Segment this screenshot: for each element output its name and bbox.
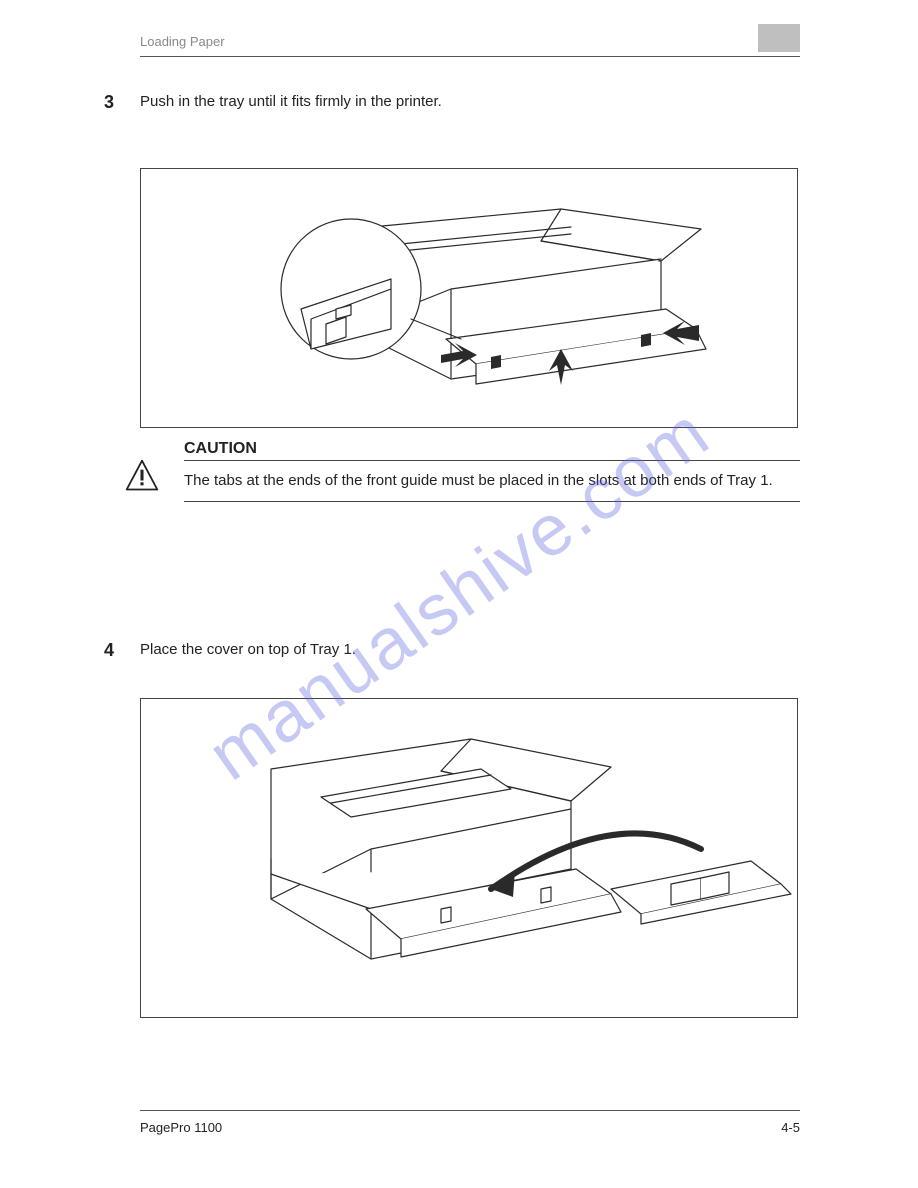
footer-rule: [140, 1110, 800, 1111]
warning-icon: [124, 458, 160, 494]
step-3: 3 Push in the tray until it fits firmly …: [140, 92, 800, 112]
step-number: 4: [104, 640, 114, 661]
header-rule: [140, 56, 800, 57]
running-head: Loading Paper: [140, 34, 225, 49]
step-text: Place the cover on top of Tray 1.: [140, 640, 800, 660]
caution-heading: CAUTION: [184, 440, 800, 458]
footer-product: PagePro 1100: [140, 1120, 222, 1135]
figure-place-cover: [140, 698, 798, 1018]
caution-rule-bottom: [184, 501, 800, 502]
header-tab: [758, 24, 800, 52]
step-4: 4 Place the cover on top of Tray 1.: [140, 640, 800, 660]
caution-body: The tabs at the ends of the front guide …: [184, 471, 800, 491]
step-number: 3: [104, 92, 114, 113]
footer-page-number: 4-5: [781, 1120, 800, 1135]
step-text: Push in the tray until it fits firmly in…: [140, 92, 800, 112]
figure-tray-insert: [140, 168, 798, 428]
caution-rule-top: [184, 460, 800, 461]
caution-block: CAUTION The tabs at the ends of the fron…: [140, 440, 800, 502]
